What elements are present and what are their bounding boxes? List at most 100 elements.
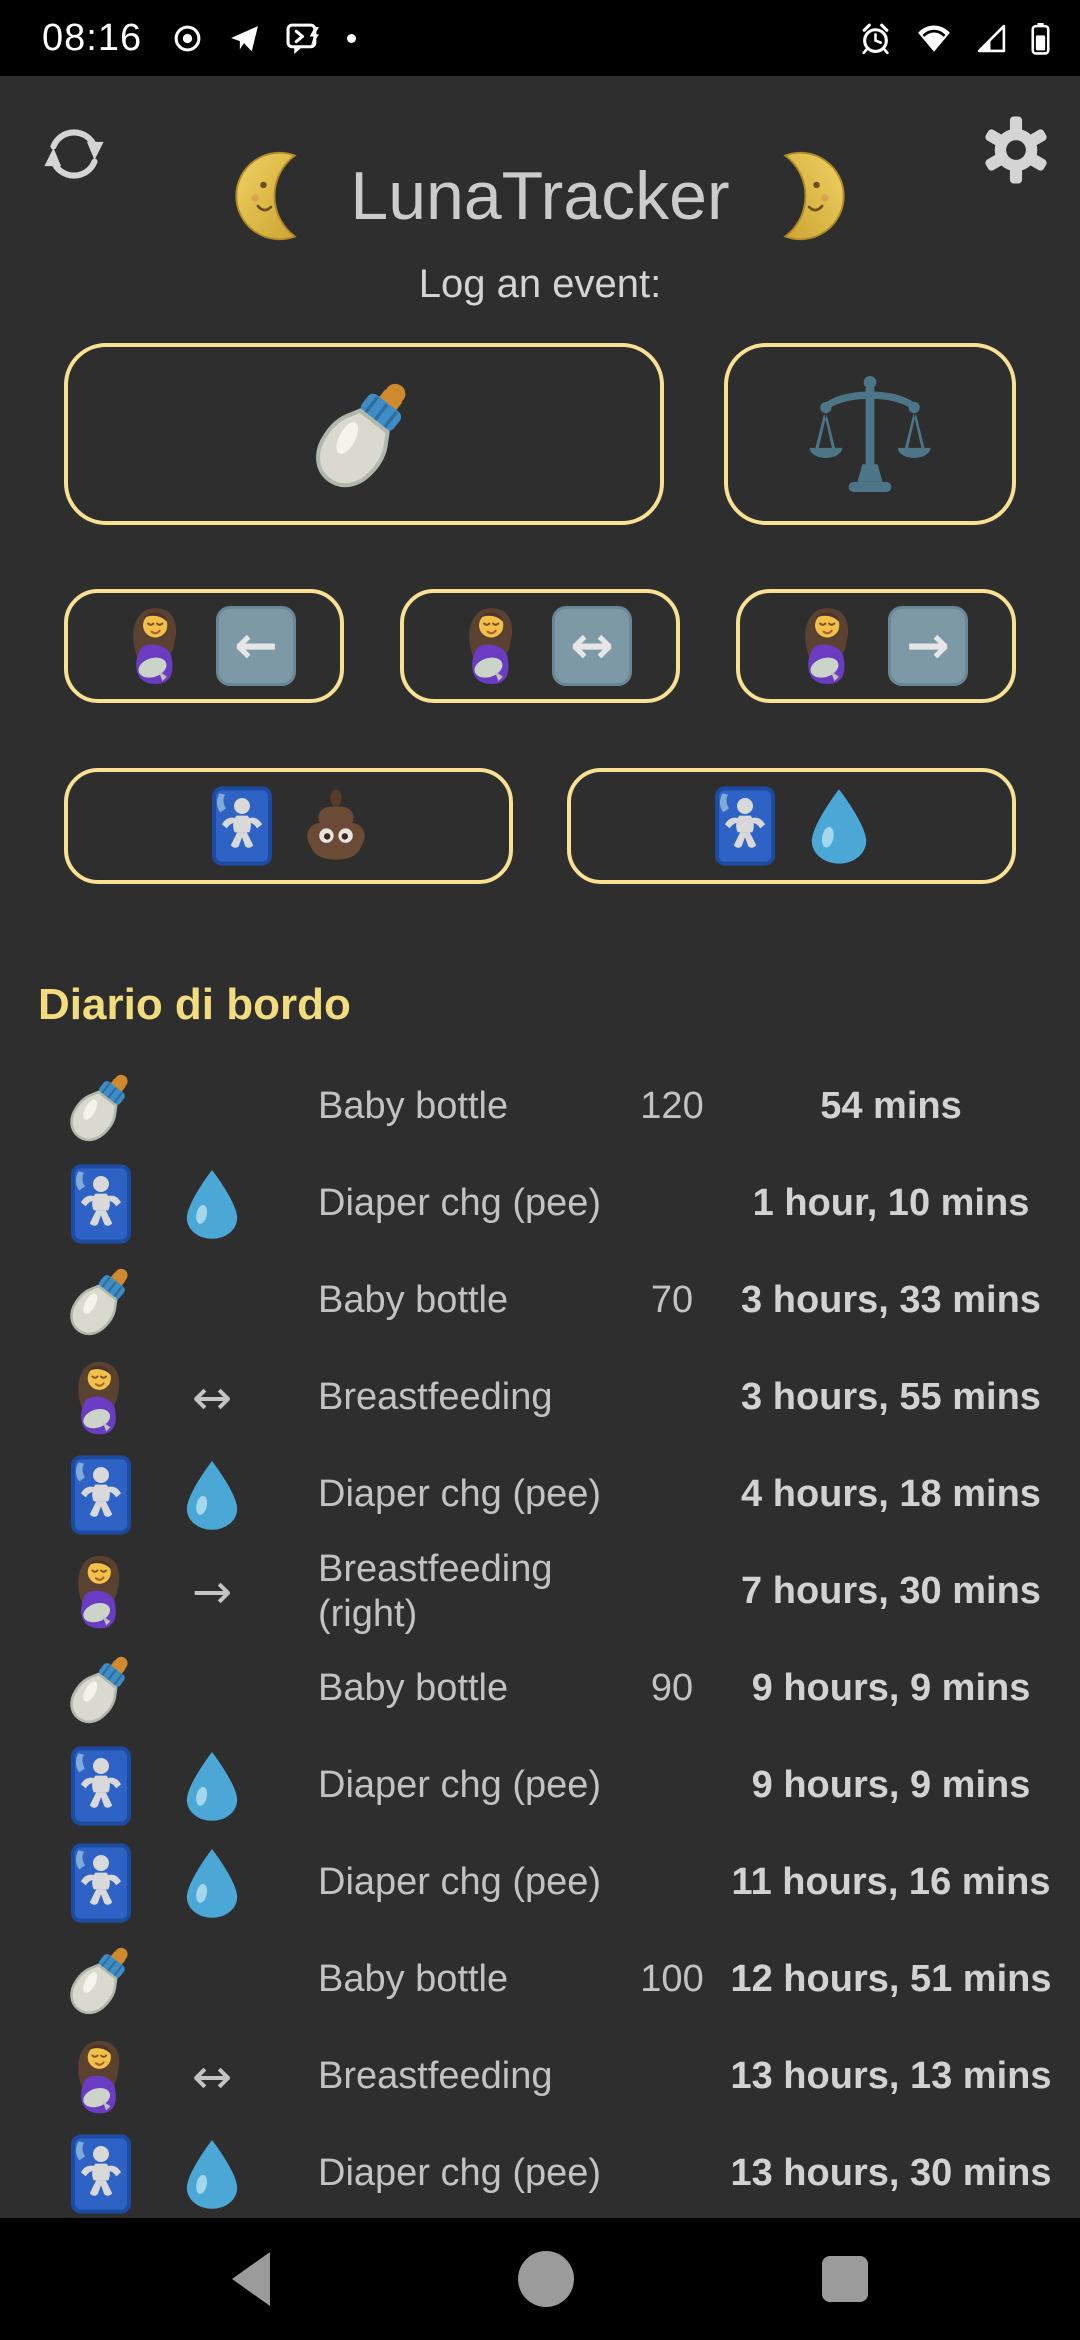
baby-sign-icon [61, 2134, 141, 2214]
arrow-both-key-icon: ↔ [552, 606, 632, 686]
log-entry[interactable]: Diaper chg (pee) 1 hour, 10 mins [0, 1155, 1080, 1252]
breastfeeding-icon [58, 1355, 144, 1441]
log-entry-primary-icon-cell [42, 1746, 160, 1826]
log-entry-label: Diaper chg (pee) [318, 1861, 602, 1904]
log-entry-label: Baby bottle [318, 1279, 509, 1322]
baby-bottle-icon [58, 1258, 144, 1344]
status-bar: 08:16 [0, 0, 1080, 76]
log-diaper-poo-button[interactable] [64, 768, 513, 884]
baby-sign-icon [61, 1843, 141, 1923]
last-quarter-moon-face-icon [754, 150, 846, 242]
log-bottle-feed-button[interactable] [64, 343, 664, 525]
log-entry[interactable]: Diaper chg (pee) 9 hours, 9 mins [0, 1737, 1080, 1834]
arrow-both-icon: ↔ [191, 2048, 233, 2105]
nav-home-button[interactable] [518, 2251, 574, 2307]
log-entry-label: Breastfeeding (right) [318, 1547, 553, 1635]
log-entry-label: Baby bottle [318, 1958, 509, 2001]
log-entry-primary-icon-cell [42, 2134, 160, 2214]
log-entry-primary-icon-cell [42, 1455, 160, 1535]
settings-button[interactable] [978, 112, 1054, 191]
log-entry-secondary-icon-cell: ↔ [160, 2049, 264, 2105]
status-right-icons [859, 22, 1050, 55]
log-entry-elapsed: 3 hours, 33 mins [741, 1278, 1041, 1321]
arrow-right-key-icon: → [888, 606, 968, 686]
log-breastfeed-left-button[interactable]: ← [64, 589, 344, 703]
nav-back-button[interactable] [232, 2252, 270, 2306]
app-title-row: LunaTracker [0, 76, 1080, 252]
baby-sign-icon [61, 1164, 141, 1244]
breastfeeding-icon [784, 601, 874, 691]
baby-bottle-icon [58, 1064, 144, 1150]
log-entry-elapsed: 11 hours, 16 mins [731, 1860, 1051, 1903]
log-entry-label: Diaper chg (pee) [318, 1473, 602, 1516]
log-entry-primary-icon-cell [42, 1549, 160, 1635]
log-entry-label: Diaper chg (pee) [318, 1182, 602, 1225]
log-entry-elapsed: 9 hours, 9 mins [751, 1763, 1031, 1806]
android-nav-bar [0, 2218, 1080, 2340]
log-event-subtitle: Log an event: [418, 262, 662, 306]
log-entry-elapsed: 4 hours, 18 mins [741, 1472, 1041, 1515]
log-entry-secondary-icon-cell [160, 2137, 264, 2211]
log-entry-primary-icon-cell [42, 1937, 160, 2023]
log-diaper-pee-button[interactable] [567, 768, 1016, 884]
log-entry-secondary-icon-cell [160, 1458, 264, 1532]
droplet-icon [799, 786, 879, 866]
wifi-icon [916, 23, 952, 53]
log-entry[interactable]: Diaper chg (pee) 13 hours, 30 mins [0, 2125, 1080, 2222]
log-breastfeed-right-button[interactable]: → [736, 589, 1016, 703]
droplet-icon [175, 1846, 249, 1920]
baby-sign-icon [61, 1455, 141, 1535]
status-left-icons [172, 22, 357, 55]
log-list: Baby bottle 120 54 mins Diaper chg (pee)… [0, 1058, 1080, 2222]
gear-icon [978, 112, 1054, 188]
droplet-icon [175, 1458, 249, 1532]
log-entry-primary-icon-cell [42, 2034, 160, 2120]
log-entry-label: Baby bottle [318, 1667, 509, 1710]
first-quarter-moon-face-icon [234, 150, 326, 242]
baby-sign-icon [705, 786, 785, 866]
log-entry[interactable]: Diaper chg (pee) 4 hours, 18 mins [0, 1446, 1080, 1543]
log-entry[interactable]: → Breastfeeding (right) 7 hours, 30 mins [0, 1543, 1080, 1640]
log-entry-secondary-icon-cell [160, 1167, 264, 1241]
log-entry-qty: 90 [650, 1667, 694, 1709]
log-entry-elapsed: 54 mins [820, 1084, 962, 1127]
droplet-icon [175, 1749, 249, 1823]
baby-sign-icon [202, 786, 282, 866]
log-weight-button[interactable] [724, 343, 1016, 525]
log-entry[interactable]: Baby bottle 120 54 mins [0, 1058, 1080, 1155]
log-entry-elapsed: 13 hours, 13 mins [730, 2054, 1052, 2097]
log-entry-primary-icon-cell [42, 1064, 160, 1150]
log-entry-label: Diaper chg (pee) [318, 2152, 602, 2195]
log-entry-primary-icon-cell [42, 1258, 160, 1344]
event-buttons-row-2: ← ↔ → [64, 589, 1016, 703]
log-entry-label: Breastfeeding [318, 1376, 553, 1419]
event-buttons-row-1 [64, 343, 1016, 525]
log-entry[interactable]: Baby bottle 90 9 hours, 9 mins [0, 1640, 1080, 1737]
balance-scale-icon [807, 371, 933, 497]
arrow-right-icon: → [191, 1563, 233, 1620]
baby-sign-icon [61, 1746, 141, 1826]
log-entry[interactable]: Diaper chg (pee) 11 hours, 16 mins [0, 1834, 1080, 1931]
breastfeeding-icon [448, 601, 538, 691]
droplet-icon [175, 2137, 249, 2211]
baby-bottle-icon [297, 367, 431, 501]
log-entry-primary-icon-cell [42, 1843, 160, 1923]
log-entry-secondary-icon-cell: ↔ [160, 1370, 264, 1426]
log-entry-label: Breastfeeding [318, 2055, 553, 2098]
logbook-heading: Diario di bordo [38, 980, 351, 1029]
nav-recents-button[interactable] [822, 2256, 868, 2302]
droplet-icon [175, 1167, 249, 1241]
log-entry[interactable]: Baby bottle 70 3 hours, 33 mins [0, 1252, 1080, 1349]
log-entry[interactable]: Baby bottle 100 12 hours, 51 mins [0, 1931, 1080, 2028]
log-entry[interactable]: ↔ Breastfeeding 13 hours, 13 mins [0, 2028, 1080, 2125]
log-breastfeed-both-button[interactable]: ↔ [400, 589, 680, 703]
back-icon [232, 2252, 270, 2306]
log-entry-elapsed: 13 hours, 30 mins [730, 2151, 1052, 2194]
refresh-button[interactable] [36, 116, 112, 195]
battery-icon [1031, 22, 1050, 55]
recents-icon [822, 2256, 868, 2302]
alarm-clock-icon [859, 22, 892, 55]
log-entry[interactable]: ↔ Breastfeeding 3 hours, 55 mins [0, 1349, 1080, 1446]
record-circle-icon [172, 23, 203, 54]
breastfeeding-icon [58, 2034, 144, 2120]
